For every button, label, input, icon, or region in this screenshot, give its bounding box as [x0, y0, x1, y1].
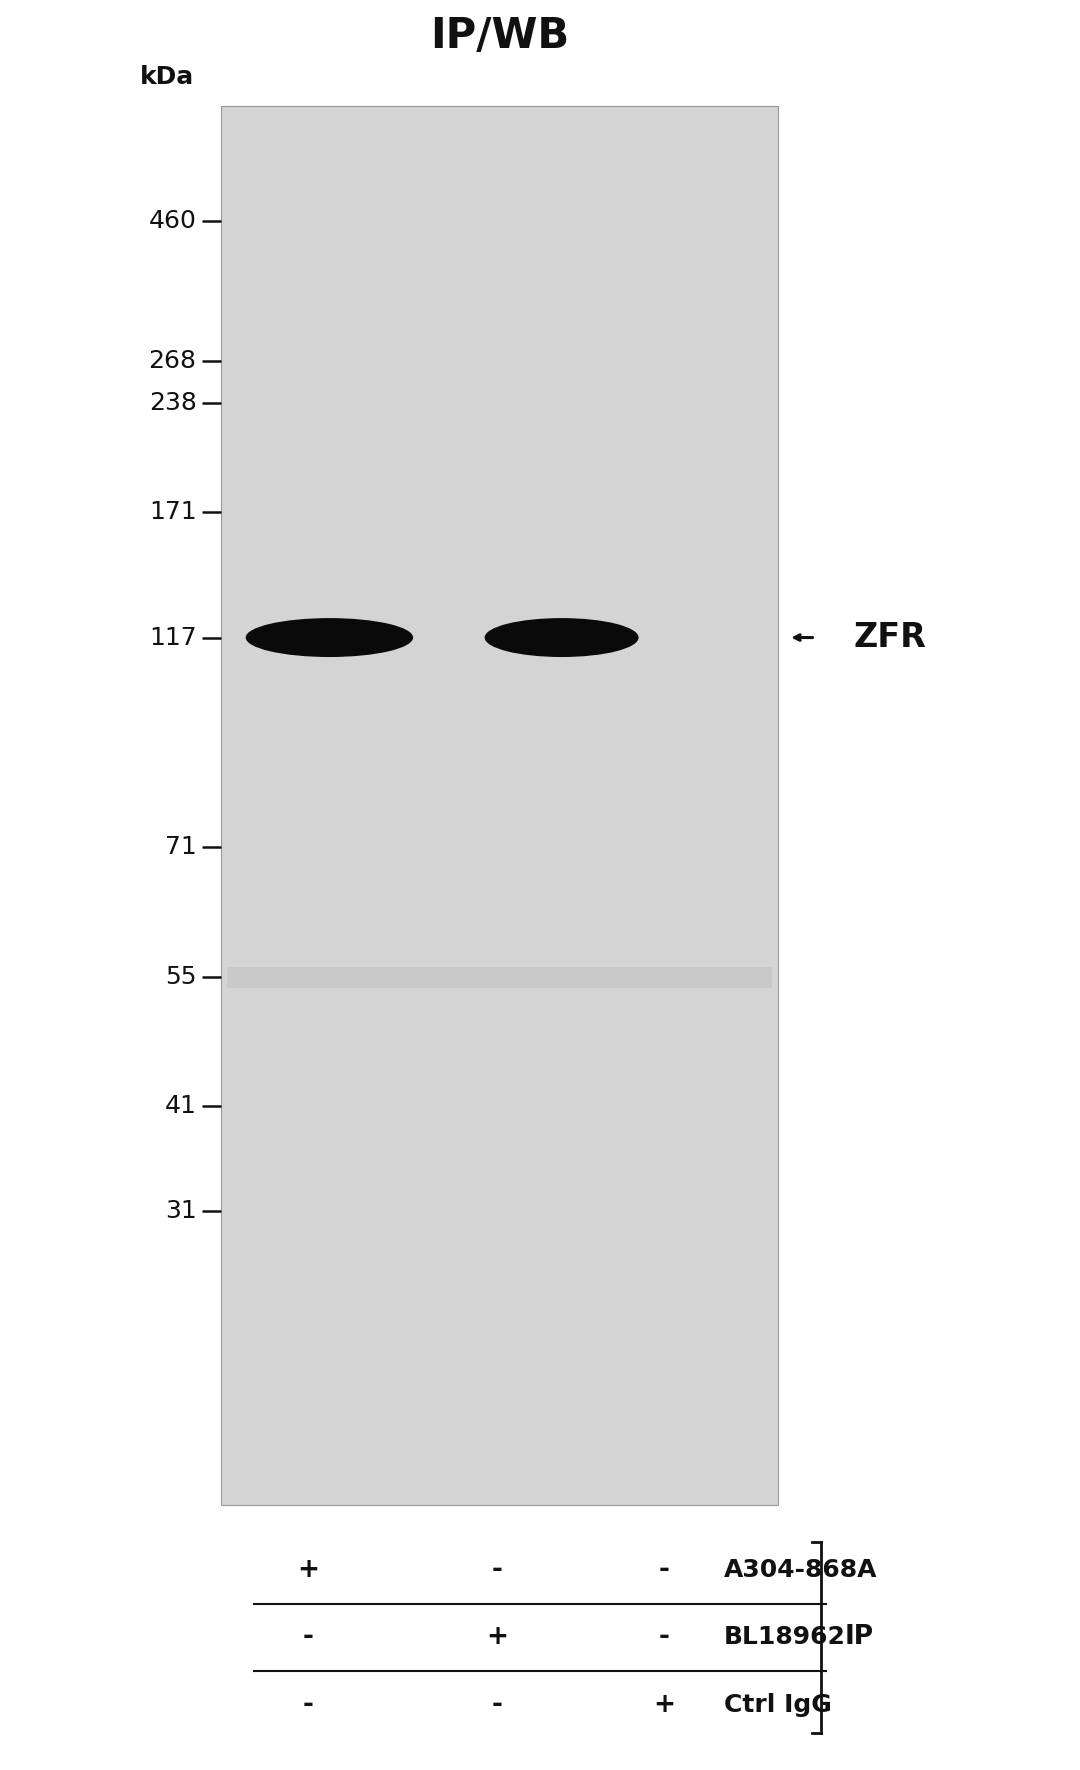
Bar: [221, 106, 778, 1504]
Text: +: +: [653, 1692, 675, 1717]
Text: IP/WB: IP/WB: [430, 14, 569, 57]
Text: -: -: [302, 1692, 313, 1717]
Text: +: +: [486, 1625, 508, 1650]
Text: 31: 31: [165, 1198, 197, 1223]
Ellipse shape: [246, 618, 413, 657]
Text: 55: 55: [165, 965, 197, 989]
Text: 71: 71: [165, 835, 197, 858]
Text: ZFR: ZFR: [853, 621, 926, 655]
Text: -: -: [302, 1625, 313, 1650]
Bar: [227, 966, 772, 988]
Text: BL18962: BL18962: [724, 1625, 846, 1650]
Text: 171: 171: [149, 499, 197, 524]
Text: -: -: [491, 1558, 502, 1582]
Text: Ctrl IgG: Ctrl IgG: [724, 1692, 832, 1717]
Text: 41: 41: [164, 1094, 197, 1119]
Text: 460: 460: [149, 209, 197, 234]
Text: IP: IP: [845, 1625, 874, 1650]
Text: 268: 268: [149, 349, 197, 373]
Text: kDa: kDa: [140, 64, 194, 88]
Text: -: -: [491, 1692, 502, 1717]
Text: +: +: [297, 1558, 319, 1582]
Text: 238: 238: [149, 391, 197, 414]
Text: 117: 117: [149, 625, 197, 650]
Text: A304-868A: A304-868A: [724, 1558, 877, 1582]
Text: -: -: [659, 1625, 670, 1650]
Ellipse shape: [485, 618, 638, 657]
Text: -: -: [659, 1558, 670, 1582]
